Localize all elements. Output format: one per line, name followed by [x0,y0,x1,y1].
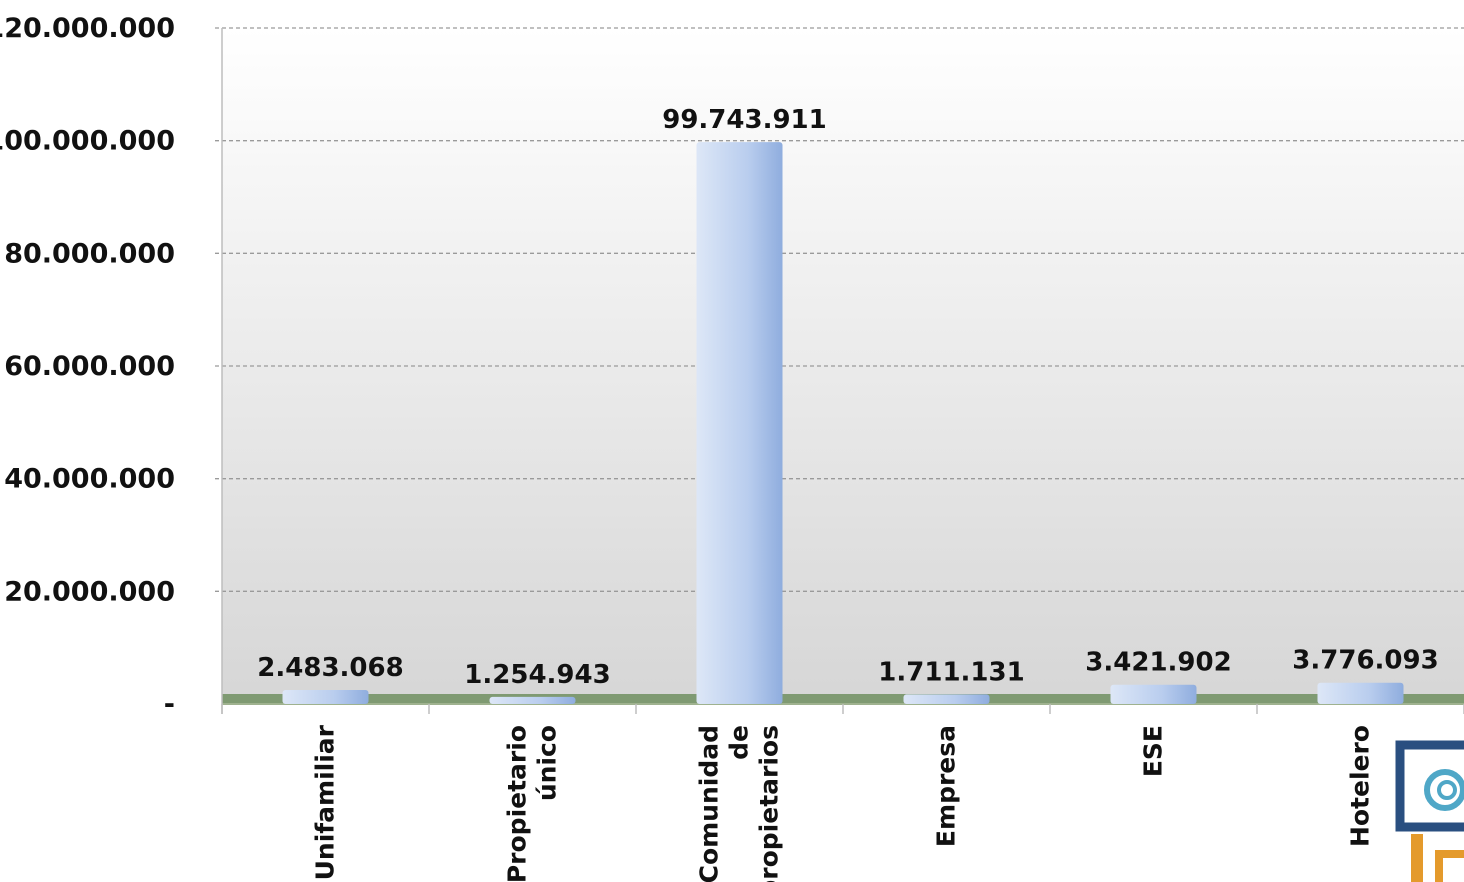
x-category-label: propietarios [755,725,784,882]
x-category-label: Unifamiliar [311,724,340,880]
data-label: 1.254.943 [464,660,610,690]
y-tick-label: 80.000.000 [4,238,175,269]
x-category-label: ESE [1139,725,1168,777]
data-label: 3.776.093 [1292,646,1438,676]
data-label: 2.483.068 [257,653,403,683]
x-category-label: de [725,725,754,760]
x-axis: Unifamiliar Propietario único Comunidad de pr… [311,724,1375,882]
bar-0 [282,690,369,704]
y-tick-label: 60.000.000 [4,351,175,382]
y-tick-label: - [164,689,175,720]
bar-1 [489,696,576,704]
data-label: 99.743.911 [662,105,826,135]
y-tick-label: 40.000.000 [4,464,175,495]
data-label: 3.421.902 [1085,648,1231,678]
y-axis: - 20.000.000 40.000.000 60.000.000 80.000.00… [0,13,223,720]
x-category-label: Comunidad [695,725,724,882]
logo [1395,740,1464,882]
y-tick-label: 120.000.000 [0,13,175,44]
x-category-label: Hotelero [1346,725,1375,847]
x-category-label: Propietario [503,725,532,882]
bars [282,142,1404,704]
bar-5 [1317,682,1404,704]
y-tick-label: 20.000.000 [4,576,175,607]
bar-3 [903,694,990,704]
plot-area [222,28,1464,704]
chart-floor [222,694,1464,704]
x-category-label: Empresa [932,725,961,847]
y-tick-label: 100.000.000 [0,126,175,157]
bar-4 [1110,684,1197,704]
x-category-label: único [533,725,562,801]
data-labels: 2.483.068 1.254.943 99.743.911 1.711.131 3.4… [257,105,1438,690]
bar-2 [696,142,783,704]
data-label: 1.711.131 [878,657,1024,687]
